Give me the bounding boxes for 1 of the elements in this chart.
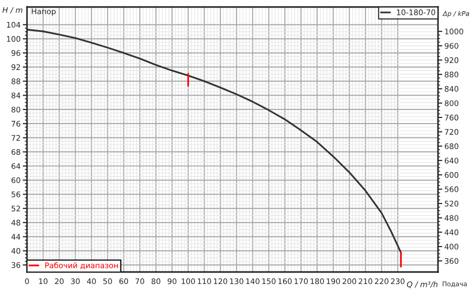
line-series — [27, 28, 402, 254]
